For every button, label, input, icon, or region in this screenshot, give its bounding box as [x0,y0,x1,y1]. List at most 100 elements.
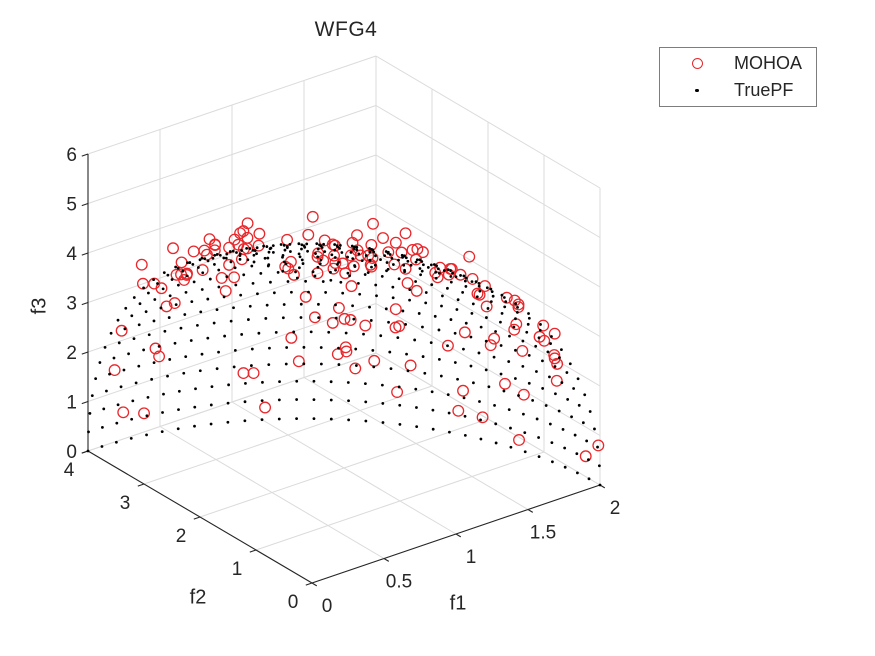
truepf-point [451,271,454,275]
truepf-point [431,408,435,412]
truepf-point [471,302,475,306]
truepf-point [86,449,90,453]
truepf-point [167,316,171,319]
truepf-point [560,348,563,352]
truepf-point [127,352,130,356]
mohoa-point [592,439,605,452]
truepf-point [213,253,217,257]
mohoa-point [367,217,379,230]
mohoa-point [117,406,130,419]
truepf-point [234,283,238,287]
truepf-point [215,367,219,371]
tick-label: 4 [64,460,75,481]
truepf-point [298,255,302,259]
truepf-point [282,303,286,306]
truepf-point [324,291,328,294]
truepf-point [398,403,402,407]
truepf-point [449,318,453,321]
truepf-point [340,251,344,254]
truepf-point [379,258,382,261]
mohoa-point [537,319,550,332]
truepf-point [317,302,320,306]
truepf-point [316,265,320,269]
mohoa-point [187,245,200,258]
truepf-point [132,296,136,299]
truepf-point [329,398,333,402]
truepf-point [315,242,319,246]
mohoa-point [463,250,476,263]
truepf-point [507,360,511,363]
truepf-point [560,381,564,384]
truepf-point [429,263,433,267]
mohoa-point [548,327,561,340]
truepf-point [123,327,127,331]
mohoa-point [488,332,501,345]
truepf-point [115,421,119,425]
truepf-point [484,339,488,343]
truepf-point [321,280,325,283]
truepf-point [534,344,538,348]
truepf-point [434,276,438,280]
truepf-point [354,347,358,351]
truepf-point [160,430,164,434]
truepf-point [369,319,373,322]
mohoa-point [382,246,395,259]
truepf-point [470,280,474,284]
truepf-point [370,265,373,269]
mohoa-point [344,314,357,326]
truepf-point [504,300,508,304]
truepf-point [182,371,186,375]
truepf-point [297,242,301,246]
truepf-point [248,304,252,308]
mohoa-point [311,267,324,280]
truepf-point [514,302,518,306]
truepf-point [478,289,482,293]
truepf-point [477,284,481,288]
truepf-point [276,270,280,274]
truepf-point [309,330,313,334]
truepf-point [462,274,466,278]
truepf-point [333,248,337,252]
truepf-point [240,333,244,336]
truepf-point [239,293,243,297]
mohoa-point [168,297,181,310]
tick-label: 3 [120,493,131,514]
truepf-point [129,436,133,440]
truepf-point [312,417,316,421]
mohoa-point [347,260,360,273]
truepf-point [420,260,424,263]
truepf-point [508,334,511,338]
truepf-point [374,254,377,258]
truepf-point [142,286,145,290]
truepf-point [576,377,580,381]
mohoa-point [533,330,546,343]
truepf-point [557,409,561,413]
truepf-point [572,387,576,390]
truepf-point [446,268,450,272]
truepf-point [442,269,446,272]
truepf-point [238,254,242,257]
truepf-point [351,304,354,308]
truepf-point [299,302,303,306]
truepf-point [225,252,229,256]
truepf-point [116,403,120,407]
truepf-point [260,418,264,422]
truepf-point [421,325,424,329]
truepf-point [362,332,365,336]
truepf-point [379,334,383,338]
truepf-point [256,292,259,296]
truepf-point [448,430,451,434]
mohoa-point [351,229,363,242]
truepf-point [563,465,567,469]
truepf-point [494,422,498,426]
truepf-point [261,380,264,384]
truepf-point [414,387,418,391]
truepf-point [90,394,94,397]
mohoa-point [175,268,187,281]
truepf-point [491,294,495,298]
truepf-point [137,323,141,327]
mohoa-point [326,316,339,329]
series-mohoa [108,210,605,463]
